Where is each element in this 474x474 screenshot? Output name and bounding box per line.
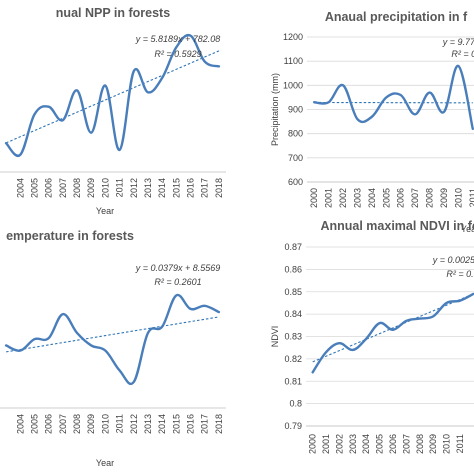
- y-tick-label: 1100: [284, 56, 303, 66]
- y-tick-label: 0.82: [284, 354, 302, 364]
- x-tick-label: 2018: [214, 178, 224, 198]
- x-tick-label: 2017: [200, 414, 210, 434]
- x-tick-label: 2003: [348, 434, 358, 454]
- chart-title: Annual maximal NDVI in fo: [320, 219, 474, 233]
- x-tick-label: 2010: [100, 414, 110, 434]
- x-tick-label: 2004: [15, 178, 25, 198]
- y-tick-label: 1200: [283, 32, 303, 42]
- x-tick-label: 2008: [72, 178, 82, 198]
- y-tick-label: 0.8: [289, 399, 302, 409]
- x-tick-label: 2010: [100, 178, 110, 198]
- chart-panel-precip: 600 700 800 900 1000 1100 1200 2000 2001 2002 2003…: [270, 10, 474, 234]
- x-tick-label: 2014: [157, 178, 167, 198]
- x-tick-label: 2004: [15, 414, 25, 434]
- x-tick-label: 2015: [171, 178, 181, 198]
- series-line: [4, 33, 221, 157]
- x-tick-label: 2007: [410, 188, 420, 208]
- x-tick-label: 2013: [143, 414, 153, 434]
- series-line: [313, 64, 474, 131]
- chart-panel-npp: 2004 2005 2006 2007 2008 2009 2010 2011 2012 2013…: [0, 6, 226, 216]
- x-tick-label: 2015: [171, 414, 181, 434]
- x-tick-label: 2005: [29, 414, 39, 434]
- r-squared-label: R² = 0.37: [451, 49, 474, 59]
- y-tick-label: 800: [288, 129, 303, 139]
- series-line: [311, 292, 474, 374]
- x-tick-label: 2009: [428, 434, 438, 454]
- x-tick-label: 2010: [453, 188, 463, 208]
- x-tick-label: 2005: [29, 178, 39, 198]
- x-axis-label: Year: [96, 206, 114, 216]
- chart-title: Anaual precipitation in f: [325, 10, 468, 24]
- y-tick-label: 0.86: [284, 264, 302, 274]
- y-axis-label: Precipitation (mm): [270, 73, 280, 146]
- x-tick-label: 2009: [86, 178, 96, 198]
- r-squared-label: R² = 0.9506: [446, 269, 474, 279]
- x-tick-label: 2010: [442, 434, 452, 454]
- y-tick-label: 700: [288, 153, 303, 163]
- chart-title: emperature in forests: [6, 229, 134, 243]
- x-tick-label: 2003: [352, 188, 362, 208]
- y-tick-label: 0.85: [284, 287, 302, 297]
- x-tick-label: 2008: [425, 188, 435, 208]
- x-tick-label: 2009: [86, 414, 96, 434]
- trend-equation: y = 0.0025x + 0.81: [432, 255, 474, 265]
- x-tick-label: 2009: [439, 188, 449, 208]
- x-tick-label: 2008: [415, 434, 425, 454]
- x-tick-label: 2016: [186, 414, 196, 434]
- trend-equation: y = 0.0379x + 8.5569: [135, 263, 221, 273]
- x-tick-label: 2001: [321, 434, 331, 454]
- x-tick-label: 2012: [129, 414, 139, 434]
- y-tick-label: 0.79: [284, 421, 302, 431]
- chart-title: nual NPP in forests: [56, 6, 170, 20]
- x-tick-label: 2007: [58, 414, 68, 434]
- x-tick-label: 2016: [186, 178, 196, 198]
- x-tick-label: 2002: [338, 188, 348, 208]
- x-tick-label: 2011: [115, 178, 125, 197]
- x-tick-label: 2004: [361, 434, 371, 454]
- y-tick-label: 0.87: [284, 242, 302, 252]
- trendline: [312, 293, 474, 363]
- x-tick-label: 2007: [401, 434, 411, 454]
- x-tick-label: 2005: [375, 434, 385, 454]
- y-tick-label: 0.81: [284, 376, 302, 386]
- x-tick-label: 2017: [200, 178, 210, 198]
- x-tick-label: 2011: [455, 434, 465, 453]
- x-axis-label: Year: [96, 458, 114, 468]
- r-squared-label: R² = 0.5929: [154, 49, 201, 59]
- trendline: [6, 316, 219, 353]
- x-tick-label: 2006: [388, 434, 398, 454]
- y-tick-label: 900: [288, 105, 303, 115]
- x-tick-label: 2000: [308, 434, 318, 454]
- trendline: [5, 50, 220, 144]
- x-tick-label: 2011: [115, 414, 125, 433]
- x-tick-label: 2014: [157, 414, 167, 434]
- trend-equation: y = 5.8189x + 782.08: [135, 34, 221, 44]
- y-tick-label: 0.83: [284, 332, 302, 342]
- x-tick-label: 2006: [396, 188, 406, 208]
- x-tick-label: 2013: [143, 178, 153, 198]
- y-axis-label: NDVI: [270, 326, 280, 348]
- chart-panel-temp: 2004 2005 2006 2007 2008 2009 2010 2011 2012 2013…: [0, 229, 226, 468]
- x-tick-label: 2007: [58, 178, 68, 198]
- y-tick-label: 1000: [283, 80, 303, 90]
- x-tick-label: 2006: [44, 414, 54, 434]
- r-squared-label: R² = 0.2601: [154, 277, 201, 287]
- x-tick-label: 2011: [468, 188, 474, 207]
- x-tick-label: 2000: [309, 188, 319, 208]
- x-tick-label: 2005: [381, 188, 391, 208]
- y-tick-label: 600: [288, 177, 303, 187]
- x-tick-label: 2008: [72, 414, 82, 434]
- x-axis-label: Year: [461, 224, 474, 234]
- x-tick-label: 2001: [324, 188, 334, 208]
- x-tick-label: 2006: [44, 178, 54, 198]
- series-line: [4, 293, 221, 385]
- trend-equation: y = 9.7789x +: [442, 37, 474, 47]
- x-tick-label: 2012: [129, 178, 139, 198]
- x-tick-label: 2002: [334, 434, 344, 454]
- x-tick-label: 2004: [367, 188, 377, 208]
- y-tick-label: 0.84: [284, 309, 302, 319]
- x-tick-label: 2018: [214, 414, 224, 434]
